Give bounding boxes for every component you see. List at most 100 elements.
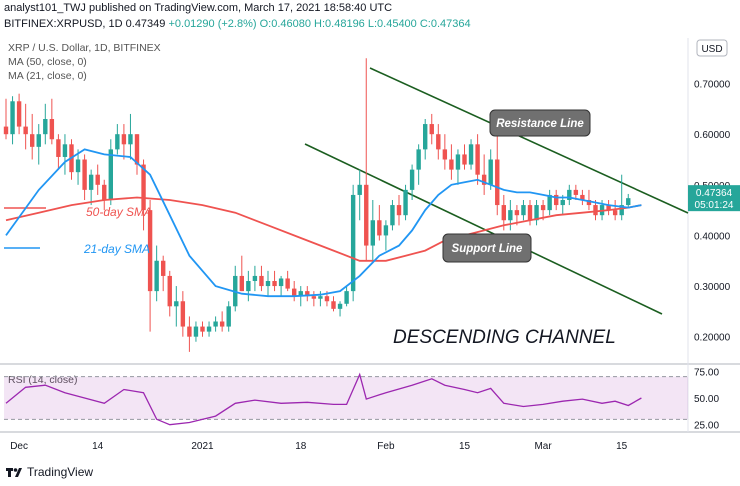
candle-body [43,119,48,135]
candle-body [206,326,212,332]
symbol: BITFINEX:XRPUSD, 1D [4,18,123,30]
resistance-callout[interactable]: Resistance Line [489,109,591,137]
candle-body [193,326,199,337]
candle-body [390,205,395,226]
support-callout[interactable]: Support Line [442,233,532,263]
candle-body [75,159,81,173]
rsi-band [4,376,688,420]
price-tick-label: 0.20000 [694,333,731,344]
candle-body [619,205,624,216]
publisher-line: analyst101_TWJ published on TradingView.… [4,2,393,14]
pair-legend: XRP / U.S. Dollar, 1D, BITFINEX [8,42,161,54]
candle-body [147,210,153,292]
candle-body [593,205,598,216]
countdown-label: 05:01:24 [695,200,734,211]
tradingview-logo[interactable]: TradingView [6,465,93,479]
rsi-axis: 25.00 50.00 75.00 [694,367,719,431]
price-tick-label: 0.60000 [694,130,731,141]
candle-body [573,189,579,195]
candle-body [586,200,592,206]
candle-body [180,301,186,327]
time-tick-label: 2021 [191,441,214,452]
candle-body [36,134,41,147]
candle-body [567,189,572,200]
candle-body [226,306,231,327]
candle-body [409,169,415,190]
candle-body [167,275,172,307]
candle-body [141,164,146,211]
candle-body [423,124,428,150]
candle-body [278,278,284,287]
candle-body [213,321,218,327]
candle-body [23,126,28,135]
candle-body [626,198,631,206]
candle-body [285,278,290,289]
candle-body [429,124,434,135]
candle-body [560,200,565,206]
candle-body [311,296,317,299]
candle-body [305,291,310,297]
candle-body [462,154,467,165]
time-tick-label: 15 [616,441,628,452]
time-tick-label: 14 [92,441,104,452]
rsi-tick-label: 75.00 [694,367,719,378]
candle-body [612,210,618,216]
candle-body [475,144,480,175]
candle-body [200,326,205,332]
candle-body [239,275,244,292]
ma50-annotation: 50-day SMA [86,205,152,219]
candle-body [501,205,506,221]
candle-body [108,149,113,200]
candle-body [534,205,539,221]
candle-body [187,326,192,337]
ma21-legend: MA (21, close, 0) [8,70,87,82]
candle-body [468,144,474,165]
candle-body [580,194,585,200]
time-tick-label: 18 [295,441,307,452]
candle-body [62,144,68,157]
candle-body [436,134,441,150]
price-tick-label: 0.30000 [694,282,731,293]
candle-body [416,149,421,170]
ma50-line [5,196,642,262]
price-change: +0.01290 (+2.8%) [168,18,257,30]
time-tick-label: Dec [10,441,28,452]
channel-upper-line[interactable] [369,67,689,214]
candle-body [396,205,402,216]
candle-body [49,119,55,140]
candle-body [331,301,336,309]
ma21-annotation: 21-day SMA [83,242,150,256]
candle-body [344,291,349,304]
candle-body [219,321,225,327]
candle-body [115,134,120,150]
candle-body [449,159,454,170]
currency-label: USD [701,44,722,55]
symbol-line: BITFINEX:XRPUSD, 1D 0.47349 +0.01290 (+2… [4,18,471,30]
candle-body [154,260,159,292]
candle-body [318,296,323,299]
candle-body [370,220,375,246]
candle-body [554,194,559,206]
candle-body [134,134,140,165]
ma21-line [5,148,642,298]
candle-body [521,205,526,216]
candle-body [547,194,552,211]
last-price: 0.47349 [125,18,166,30]
candle-body [383,225,389,236]
currency-badge[interactable]: USD [696,39,728,57]
candle-body [606,205,611,211]
candle-body [95,174,100,185]
candle-body [56,139,61,157]
candle-body [455,154,461,170]
candle-body [442,149,448,160]
candle-body [10,101,15,135]
candle-body [252,275,258,281]
candle-body [161,260,166,276]
rsi-tick-label: 25.00 [694,421,719,432]
price-axis: 0.200000.300000.400000.500000.600000.700… [694,80,731,344]
channel-lower-line[interactable] [304,143,663,315]
candle-body [88,174,94,190]
candle-body [30,134,35,147]
candle-body [246,281,251,292]
